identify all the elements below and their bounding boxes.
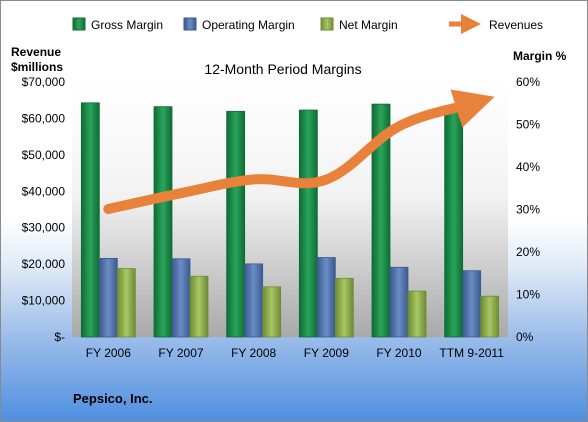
revenue-series — [103, 89, 495, 215]
category-tick-label: FY 2007 — [158, 346, 203, 360]
plot-area — [72, 82, 508, 337]
bar-gross-margin — [371, 103, 391, 338]
category-axis: FY 2006 FY 2007 FY 2008 FY 2009 FY 2010 TTM 9… — [86, 346, 504, 360]
bar-operating-margin — [316, 257, 336, 338]
bar-gross-margin — [298, 109, 318, 338]
bar-operating-margin — [389, 266, 409, 338]
left-axis-tick-label: $40,000 — [22, 184, 66, 198]
left-axis-tick-label: $20,000 — [22, 257, 66, 271]
legend-label-revenues: Revenues — [489, 18, 543, 32]
right-axis-tick-label: 50% — [516, 118, 540, 132]
right-axis: 0% 10% 20% 30% 40% 50% 60% — [516, 75, 540, 344]
right-axis-title: Margin % — [513, 49, 567, 63]
bar-gross-margin — [153, 106, 173, 338]
legend-label-gross-margin: Gross Margin — [91, 18, 163, 32]
category-tick-label: FY 2009 — [304, 346, 349, 360]
right-axis-tick-label: 60% — [516, 75, 540, 89]
bar-operating-margin — [462, 270, 482, 338]
legend-swatch-net-margin — [320, 17, 334, 31]
left-axis-tick-label: $- — [54, 330, 65, 344]
right-axis-tick-label: 40% — [516, 160, 540, 174]
right-axis-tick-label: 30% — [516, 203, 540, 217]
revenue-line — [103, 89, 495, 215]
bar-gross-margin — [444, 111, 464, 338]
left-axis-tick-label: $30,000 — [22, 221, 66, 235]
left-axis-title-line2: $millions — [11, 60, 63, 74]
right-axis-tick-label: 20% — [516, 245, 540, 259]
left-axis-tick-label: $70,000 — [22, 75, 66, 89]
bar-operating-margin — [98, 257, 118, 338]
right-axis-tick-label: 10% — [516, 288, 540, 302]
legend-swatch-operating-margin — [183, 17, 197, 31]
legend-label-operating-margin: Operating Margin — [202, 18, 295, 32]
chart-title: 12-Month Period Margins — [204, 61, 361, 77]
bar-gross-margin — [226, 110, 246, 338]
category-tick-label: FY 2008 — [231, 346, 276, 360]
bar-gross-margin — [80, 102, 100, 338]
company-name: Pepsico, Inc. — [73, 391, 152, 406]
left-axis: $- $10,000 $20,000 $30,000 $40,000 $50,000 $60… — [22, 75, 66, 344]
left-axis-title-line1: Revenue — [11, 45, 61, 59]
bar-series — [80, 102, 500, 338]
right-axis-tick-label: 0% — [516, 330, 534, 344]
left-axis-tick-label: $60,000 — [22, 111, 66, 125]
bar-net-margin — [189, 275, 209, 338]
bar-net-margin — [116, 268, 136, 338]
left-axis-tick-label: $10,000 — [22, 294, 66, 308]
bar-net-margin — [262, 286, 282, 338]
legend-swatch-gross-margin — [72, 17, 86, 31]
legend: Gross Margin Operating Margin Net Margin… — [72, 14, 543, 34]
category-tick-label: TTM 9-2011 — [439, 346, 504, 360]
left-axis-tick-label: $50,000 — [22, 148, 66, 162]
legend-label-net-margin: Net Margin — [339, 18, 398, 32]
bar-operating-margin — [244, 263, 264, 338]
category-tick-label: FY 2006 — [86, 346, 131, 360]
bar-net-margin — [407, 290, 427, 338]
bar-net-margin — [334, 277, 354, 338]
bar-operating-margin — [171, 258, 191, 338]
bar-net-margin — [480, 295, 500, 338]
category-tick-label: FY 2010 — [376, 346, 421, 360]
